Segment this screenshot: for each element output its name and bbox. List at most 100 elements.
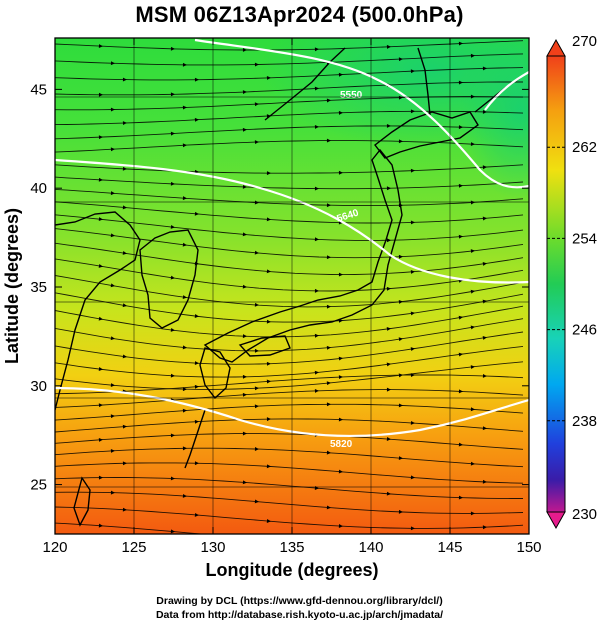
stream-arrowhead [254,404,259,409]
stream-arrowhead [410,220,415,225]
stream-arrowhead [194,314,199,318]
stream-arrowhead [410,475,415,480]
stream-arrowhead [314,388,319,393]
stream-arrowhead [470,289,475,294]
cold-core [460,38,529,200]
x-axis: 120 125 130 135 140 145 150 [42,38,542,556]
stream-arrowhead [326,402,331,407]
stream-arrowhead [254,499,259,504]
stream-arrowhead [266,217,271,222]
stream-arrowhead [122,354,127,359]
stream-arrowhead [470,142,475,147]
stream-arrowhead [170,181,175,186]
stream-arrowhead [398,57,403,62]
stream-arrowhead [170,275,175,280]
stream-arrowhead [98,177,103,182]
stream-arrowhead [182,345,187,350]
stream-arrowhead [410,526,415,531]
streamline [55,318,524,352]
stream-arrowhead [470,53,475,58]
stream-arrowhead [254,250,259,255]
stream-arrowhead [122,303,127,308]
stream-arrowhead [482,66,487,71]
stream-arrowhead [242,90,247,94]
stream-arrowhead [182,494,187,498]
stream-arrowhead [410,109,415,114]
stream-arrowhead [98,367,103,371]
stream-arrowhead [122,77,127,82]
streamline [55,389,524,408]
stream-arrowhead [398,254,403,259]
stream-arrowhead [386,491,391,496]
stream-arrowhead [386,327,391,331]
stream-arrowhead [458,389,463,394]
stream-arrowhead [386,286,391,291]
stream-arrowhead [326,505,331,510]
stream-arrowhead [482,109,487,114]
streamline [55,275,524,308]
stream-arrowhead [326,381,331,386]
stream-arrowhead [194,117,199,122]
stream-arrowhead [194,211,199,216]
stream-arrowhead [194,461,199,466]
colorbar-label: 246 [572,322,597,339]
streamline [55,477,523,499]
y-tick-label: 45 [30,81,47,98]
credits: Drawing by DCL (https://www.gfd-dennou.o… [0,594,599,622]
stream-arrowhead [242,374,247,379]
streamline [55,67,524,81]
stream-arrowhead [314,186,319,191]
streamline [55,374,524,395]
stream-arrowhead [182,196,187,201]
stream-arrowhead [386,437,391,441]
stream-arrowhead [266,171,271,176]
stream-arrowhead [314,370,319,375]
stream-arrowhead [386,387,391,392]
stream-arrowhead [410,347,415,352]
stream-arrowhead [98,523,103,528]
stream-arrowhead [338,356,343,361]
stream-arrowhead [110,61,115,66]
stream-arrowhead [326,450,331,455]
height-contours [55,38,529,438]
streamline [55,491,524,514]
streamline [55,188,524,207]
y-tick-label: 40 [30,180,47,197]
stream-arrowhead [110,283,115,288]
x-tick-label: 135 [279,539,304,556]
streamline [55,433,524,450]
streamline [55,53,524,66]
stream-arrowhead [458,41,463,46]
streamline [55,447,524,468]
stream-arrowhead [170,529,175,534]
stream-arrowhead [242,284,247,289]
stream-arrowhead [110,414,115,419]
stream-arrowhead [326,345,331,350]
streamline [55,40,524,51]
colorbar-label: 254 [572,230,597,247]
stream-arrowhead [254,348,259,353]
stream-arrowhead [98,264,103,268]
stream-arrowhead [458,315,463,320]
streamline [55,201,524,224]
stream-arrowhead [242,480,247,485]
stream-arrowhead [398,337,403,342]
y-axis: 25 30 35 40 45 [30,81,529,494]
stream-arrowhead [386,44,391,49]
x-tick-label: 130 [200,539,225,556]
x-tick-label: 140 [358,539,383,556]
stream-arrowhead [410,168,415,173]
stream-arrowhead [458,442,463,447]
stream-arrowhead [182,408,187,413]
stream-arrowhead [482,216,487,221]
wind-arrowheads [98,41,487,534]
taiwan-coastline [73,476,91,527]
stream-arrowhead [482,479,487,484]
stream-arrowhead [410,311,415,316]
kyushu-coastline [199,347,231,400]
stream-arrowhead [458,80,463,85]
stream-arrowhead [314,124,319,129]
colorbar-label: 262 [572,139,597,156]
stream-arrowhead [326,138,331,143]
hokkaido-coastline [374,111,479,159]
